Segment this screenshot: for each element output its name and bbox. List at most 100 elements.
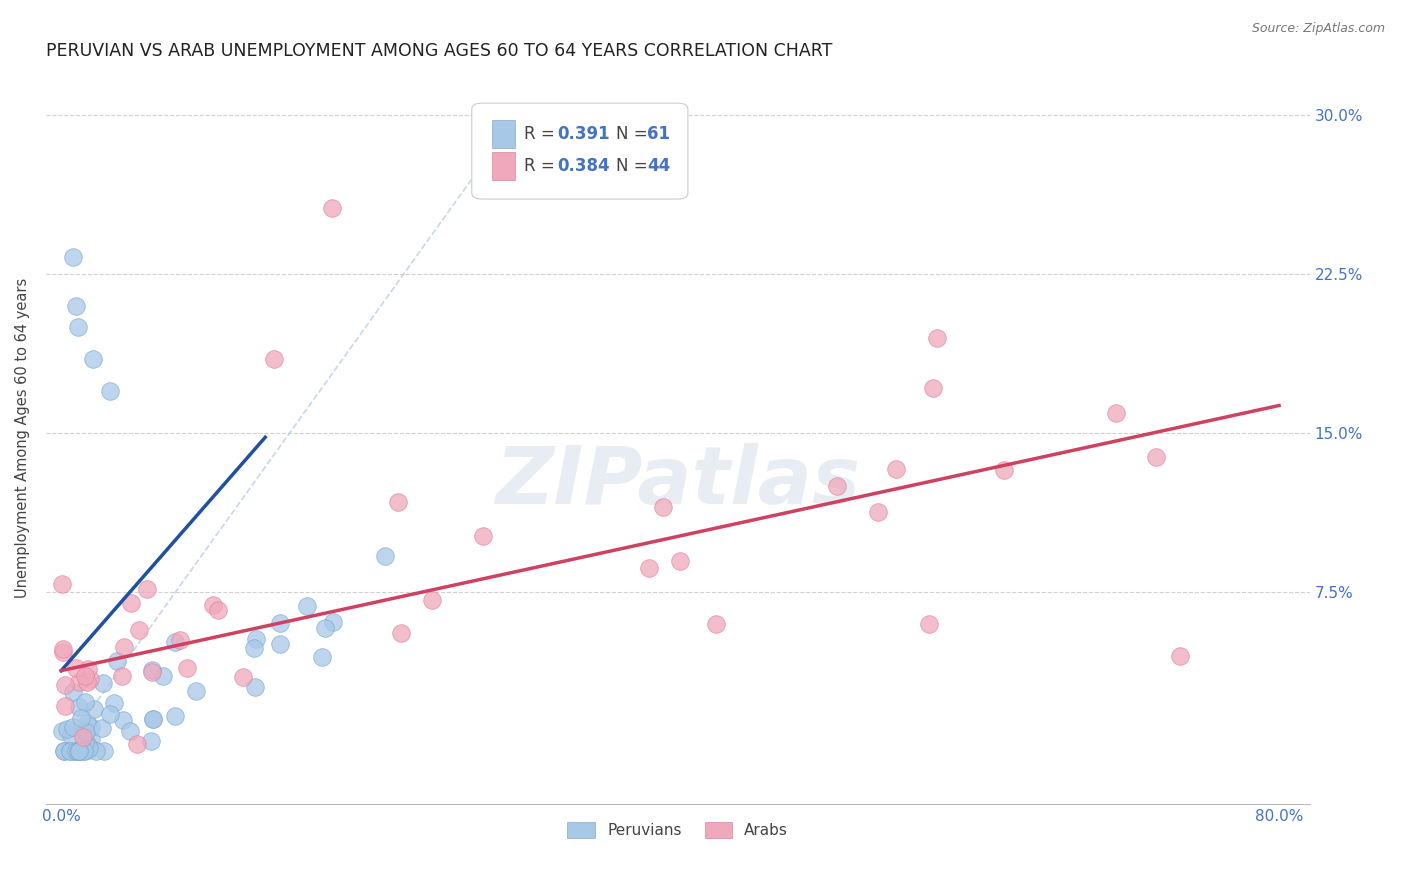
Point <box>67 744 90 758</box>
Point <box>63 744 86 758</box>
Text: R =: R = <box>523 157 560 175</box>
Point <box>76 716 98 731</box>
Point <box>80 720 103 734</box>
Point <box>176 661 198 675</box>
Point <box>103 696 125 710</box>
Point <box>314 621 336 635</box>
FancyBboxPatch shape <box>492 153 515 180</box>
Point <box>79 741 101 756</box>
Text: N =: N = <box>616 157 652 175</box>
Point <box>76 739 98 753</box>
Point <box>75 735 97 749</box>
Point <box>925 330 948 344</box>
Point <box>141 665 163 680</box>
Y-axis label: Unemployment Among Ages 60 to 64 years: Unemployment Among Ages 60 to 64 years <box>15 278 30 599</box>
Point <box>651 500 673 515</box>
Point <box>637 561 659 575</box>
Point <box>83 702 105 716</box>
Point <box>51 723 73 738</box>
Point <box>295 599 318 613</box>
Point <box>1144 450 1167 464</box>
Point <box>127 737 149 751</box>
Point <box>105 654 128 668</box>
Point <box>91 676 114 690</box>
Point <box>98 384 121 398</box>
Text: 44: 44 <box>647 157 671 175</box>
Point <box>202 598 225 612</box>
Point <box>67 699 90 714</box>
Point <box>79 673 101 687</box>
Point <box>128 623 150 637</box>
Point <box>163 708 186 723</box>
Point <box>374 549 396 563</box>
Point <box>76 743 98 757</box>
Point <box>120 723 142 738</box>
Point <box>321 201 343 215</box>
Point <box>52 645 75 659</box>
Point <box>93 744 115 758</box>
Point <box>73 744 96 758</box>
Point <box>141 663 163 677</box>
Point <box>65 744 87 758</box>
Point <box>51 577 73 591</box>
Text: N =: N = <box>616 125 652 143</box>
Point <box>993 463 1015 477</box>
Point <box>1168 648 1191 663</box>
Point <box>242 641 264 656</box>
Text: R =: R = <box>523 125 560 143</box>
Point <box>245 680 267 694</box>
Point <box>67 744 90 758</box>
Text: 0.391: 0.391 <box>558 125 610 143</box>
Point <box>75 724 97 739</box>
Point <box>65 660 87 674</box>
Legend: Peruvians, Arabs: Peruvians, Arabs <box>561 816 794 844</box>
Point <box>62 685 84 699</box>
Point <box>322 615 344 629</box>
Point <box>53 744 76 758</box>
Point <box>263 351 285 366</box>
Point <box>52 642 75 657</box>
Point <box>73 669 96 683</box>
Point <box>84 744 107 758</box>
Point <box>91 721 114 735</box>
Point <box>112 713 135 727</box>
Point <box>79 731 101 746</box>
Point <box>704 617 727 632</box>
Point <box>1105 406 1128 420</box>
Point <box>207 603 229 617</box>
Point <box>77 662 100 676</box>
Point <box>186 683 208 698</box>
Point <box>918 617 941 632</box>
Text: Source: ZipAtlas.com: Source: ZipAtlas.com <box>1251 22 1385 36</box>
Point <box>165 635 187 649</box>
Point <box>472 529 495 543</box>
FancyBboxPatch shape <box>472 103 688 199</box>
Point <box>73 695 96 709</box>
Point <box>387 495 409 509</box>
Point <box>135 582 157 597</box>
Point <box>169 633 191 648</box>
Point <box>111 668 134 682</box>
Point <box>59 744 82 758</box>
Point <box>389 625 412 640</box>
Point <box>82 351 104 366</box>
Point <box>62 250 84 264</box>
FancyBboxPatch shape <box>492 120 515 148</box>
Text: 61: 61 <box>647 125 671 143</box>
Point <box>76 675 98 690</box>
Point <box>112 640 135 654</box>
Point <box>55 722 77 736</box>
Text: PERUVIAN VS ARAB UNEMPLOYMENT AMONG AGES 60 TO 64 YEARS CORRELATION CHART: PERUVIAN VS ARAB UNEMPLOYMENT AMONG AGES… <box>46 42 832 60</box>
Point <box>152 669 174 683</box>
Point <box>422 593 444 607</box>
Point <box>884 462 907 476</box>
Point <box>73 744 96 758</box>
Point <box>868 505 890 519</box>
Point <box>70 711 93 725</box>
Point <box>65 299 87 313</box>
Point <box>52 744 75 758</box>
Point <box>311 649 333 664</box>
Point <box>69 744 91 758</box>
Point <box>53 698 76 713</box>
Point <box>245 632 267 647</box>
